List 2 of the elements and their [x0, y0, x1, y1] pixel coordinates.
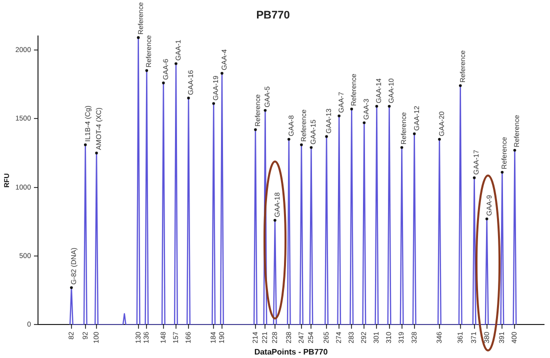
chart-title: PB770 [256, 10, 290, 22]
x-axis-title: DataPoints - PB770 [254, 347, 328, 356]
